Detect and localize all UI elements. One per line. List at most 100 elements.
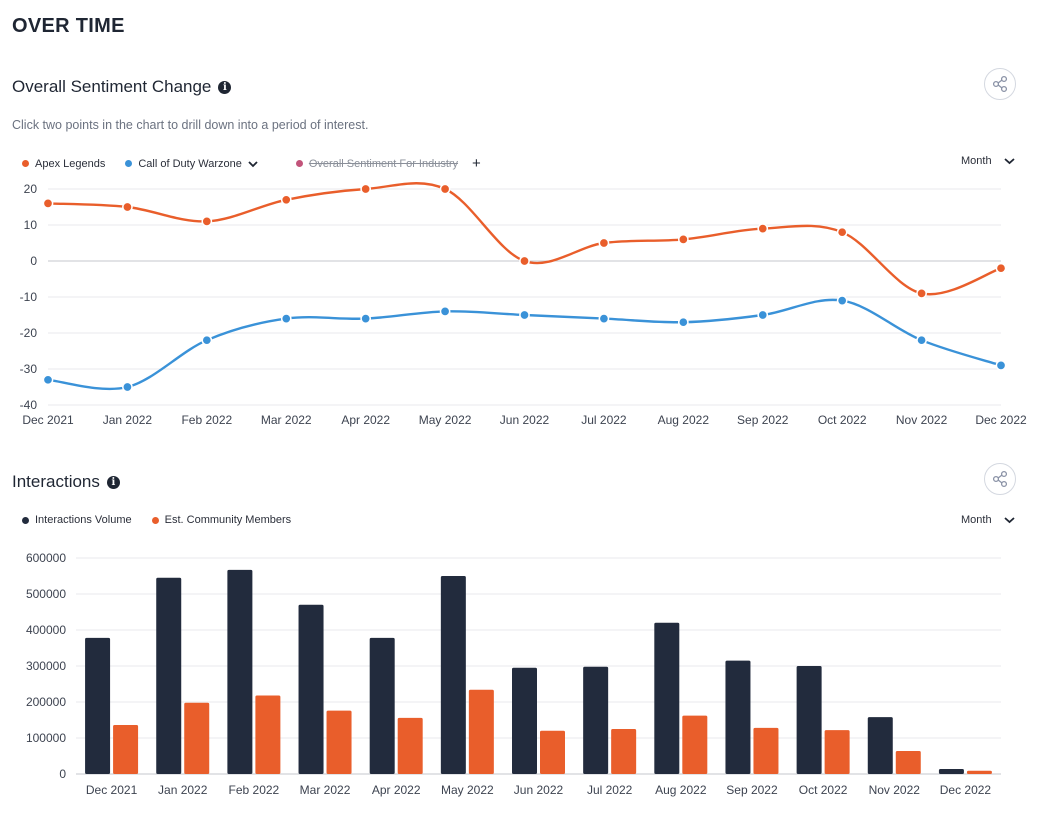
data-point	[122, 381, 133, 393]
x-tick-label: Aug 2022	[658, 413, 710, 427]
x-tick-label: Apr 2022	[372, 783, 421, 797]
legend-label: Est. Community Members	[164, 514, 292, 526]
bar	[227, 569, 253, 774]
legend-item-est-community-members[interactable]: Est. Community Members	[151, 514, 292, 526]
bar	[540, 730, 565, 774]
interactions-period-select[interactable]: Month	[961, 514, 1015, 526]
legend-marker	[295, 160, 303, 167]
x-tick-label: Dec 2021	[86, 783, 138, 797]
y-tick-label: 100000	[26, 731, 66, 745]
data-point	[995, 262, 1007, 274]
interactions-legend: Interactions Volume Est. Community Membe…	[22, 514, 291, 526]
bar	[255, 695, 281, 774]
bar	[895, 750, 921, 774]
period-label: Month	[961, 155, 992, 167]
y-tick-label: 10	[24, 218, 38, 232]
data-point	[201, 334, 213, 346]
legend-item-industry-sentiment[interactable]: Overall Sentiment For Industry	[295, 157, 459, 170]
data-point	[598, 237, 610, 249]
y-tick-label: -30	[20, 362, 38, 376]
y-tick-label: -10	[20, 290, 38, 304]
x-tick-label: Jun 2022	[500, 413, 550, 427]
x-tick-label: Jul 2022	[581, 413, 627, 427]
y-tick-label: 200000	[26, 695, 66, 709]
legend-item-apex-legends[interactable]: Apex Legends	[22, 158, 105, 170]
bar	[966, 770, 992, 774]
data-point	[677, 316, 689, 328]
sentiment-share-button[interactable]	[984, 68, 1016, 100]
bar	[298, 604, 324, 774]
x-tick-label: Jul 2022	[587, 783, 633, 797]
interactions-title: Interactions	[12, 472, 100, 491]
y-tick-label: 0	[30, 254, 37, 268]
period-label: Month	[961, 514, 992, 526]
bar	[397, 717, 423, 774]
chevron-down-icon	[1003, 158, 1015, 165]
x-tick-label: May 2022	[441, 783, 494, 797]
data-point	[122, 201, 133, 213]
info-icon[interactable]: i	[106, 475, 120, 489]
legend-marker	[151, 516, 159, 524]
y-tick-label: 400000	[26, 623, 66, 637]
data-point	[439, 306, 451, 317]
bar	[654, 622, 680, 774]
y-tick-label: 300000	[26, 659, 66, 673]
sentiment-period-select[interactable]: Month	[961, 155, 1015, 167]
data-point	[757, 309, 769, 321]
legend-label: Overall Sentiment For Industry	[308, 157, 459, 170]
page-title: OVER TIME	[12, 15, 125, 37]
bar	[583, 666, 609, 774]
add-series-button[interactable]: +	[472, 155, 481, 172]
chevron-down-icon[interactable]	[248, 160, 258, 168]
x-tick-label: Feb 2022	[229, 783, 280, 797]
bar	[725, 660, 751, 774]
bar	[796, 666, 822, 774]
data-point	[280, 194, 292, 206]
bar	[369, 637, 395, 774]
sentiment-legend: Apex Legends Call of Duty Warzone Overal…	[22, 155, 481, 172]
x-tick-label: Sep 2022	[726, 783, 778, 797]
chevron-down-icon	[1003, 517, 1015, 524]
data-point	[836, 226, 848, 238]
data-point	[280, 313, 292, 324]
bar	[326, 710, 352, 774]
sentiment-title: Overall Sentiment Change	[12, 77, 212, 96]
legend-item-call-of-duty-warzone[interactable]: Call of Duty Warzone	[125, 158, 258, 170]
sentiment-section-title: Overall Sentiment Change i	[12, 77, 232, 97]
info-icon[interactable]: i	[218, 80, 232, 94]
interactions-section-title: Interactions i	[12, 472, 120, 492]
bar	[440, 576, 466, 774]
bar	[85, 637, 111, 774]
y-tick-label: 500000	[26, 587, 66, 601]
bar	[512, 667, 537, 774]
bar	[682, 715, 708, 774]
legend-label: Apex Legends	[35, 157, 106, 170]
data-point	[836, 295, 848, 306]
x-tick-label: Jun 2022	[514, 783, 564, 797]
bar	[156, 577, 182, 774]
y-tick-label: -20	[20, 326, 38, 340]
data-point	[42, 374, 54, 386]
bar	[113, 725, 139, 774]
legend-item-interactions-volume[interactable]: Interactions Volume	[22, 514, 132, 526]
share-icon	[992, 75, 1008, 93]
x-tick-label: Jan 2022	[158, 783, 208, 797]
data-point	[598, 313, 610, 324]
data-point	[360, 313, 372, 324]
interactions-share-button[interactable]	[984, 463, 1016, 495]
share-icon	[992, 470, 1008, 488]
bar	[611, 729, 637, 774]
x-tick-label: Mar 2022	[300, 783, 351, 797]
bar	[867, 717, 893, 774]
data-point	[439, 183, 451, 195]
series-line	[47, 182, 1002, 296]
x-tick-label: Dec 2021	[22, 413, 74, 427]
y-tick-label: -40	[20, 398, 38, 412]
x-tick-label: Feb 2022	[181, 413, 232, 427]
interactions-bar-chart[interactable]: 0 100000 200000 300000 400000 500000 600000 Dec…	[0, 545, 1040, 805]
data-point	[519, 309, 530, 321]
x-tick-label: Oct 2022	[818, 413, 867, 427]
bar	[753, 727, 779, 774]
data-point	[995, 360, 1007, 371]
